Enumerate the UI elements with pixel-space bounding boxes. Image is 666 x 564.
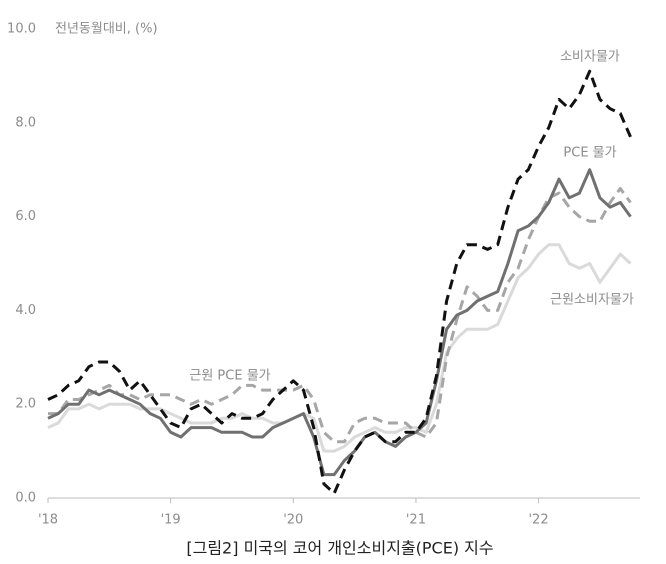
x-tick-label: '21 [406, 513, 426, 528]
chart-title: [그림2] 미국의 코어 개인소비지출(PCE) 지수 [186, 539, 493, 558]
y-tick-label: 2.0 [15, 397, 36, 412]
y-tick-label: 0.0 [15, 491, 36, 506]
x-tick-label: '19 [161, 513, 181, 528]
y-tick-label: 10.0 [7, 22, 36, 37]
x-tick-label: '20 [283, 513, 303, 528]
series-line [47, 168, 632, 477]
series-line [47, 243, 632, 453]
series-label: PCE 물가 [563, 146, 616, 161]
series-label: 근원 PCE 물가 [189, 369, 270, 384]
series-label: 근원소비자물가 [550, 293, 634, 308]
y-tick-label: 8.0 [15, 115, 36, 130]
x-tick-label: '18 [38, 513, 58, 528]
series-line [48, 187, 632, 444]
y-axis-label: 전년동월대비, (%) [55, 22, 158, 37]
series-label: 소비자물가 [560, 50, 620, 65]
x-tick-label: '22 [528, 513, 548, 528]
y-tick-label: 6.0 [15, 209, 36, 224]
series-line [47, 69, 632, 495]
y-tick-label: 4.0 [15, 303, 36, 318]
